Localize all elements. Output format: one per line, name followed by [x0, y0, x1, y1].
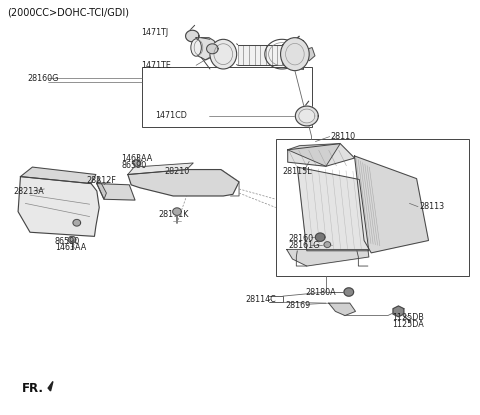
Polygon shape: [297, 167, 369, 251]
Text: FR.: FR.: [22, 381, 43, 395]
Polygon shape: [206, 44, 218, 54]
Text: 28161G: 28161G: [288, 241, 320, 250]
Text: 1463AA: 1463AA: [121, 154, 153, 164]
Text: 28114C: 28114C: [246, 295, 276, 303]
Polygon shape: [73, 220, 81, 226]
Text: 28210: 28210: [165, 167, 190, 176]
Text: 1125DA: 1125DA: [392, 320, 423, 330]
Polygon shape: [128, 170, 239, 196]
Ellipse shape: [191, 39, 201, 56]
Polygon shape: [97, 183, 135, 200]
Polygon shape: [97, 177, 107, 199]
Ellipse shape: [281, 38, 309, 71]
Ellipse shape: [210, 39, 237, 69]
Text: 28212F: 28212F: [86, 176, 116, 185]
Polygon shape: [287, 249, 369, 266]
Bar: [142, 67, 312, 127]
Text: 1471CD: 1471CD: [156, 112, 188, 120]
Polygon shape: [288, 144, 355, 166]
Text: (2000CC>DOHC-TCI/GDI): (2000CC>DOHC-TCI/GDI): [7, 7, 129, 17]
Text: 28213A: 28213A: [13, 187, 44, 196]
Text: 28113: 28113: [419, 202, 444, 211]
Polygon shape: [196, 38, 217, 60]
Text: 28160: 28160: [288, 234, 314, 243]
Polygon shape: [68, 237, 76, 243]
Text: 1463AA: 1463AA: [55, 244, 86, 252]
Text: 28160G: 28160G: [28, 74, 59, 83]
Text: 86590: 86590: [121, 161, 147, 170]
Polygon shape: [128, 163, 193, 175]
Polygon shape: [344, 288, 354, 296]
Text: 1471TJ: 1471TJ: [141, 28, 168, 37]
Text: 28115L: 28115L: [282, 167, 312, 176]
Polygon shape: [295, 106, 318, 126]
Polygon shape: [288, 144, 340, 166]
Polygon shape: [393, 306, 404, 317]
Polygon shape: [21, 167, 96, 183]
Bar: [276, 139, 469, 276]
Polygon shape: [299, 109, 315, 123]
Text: 1471TE: 1471TE: [141, 61, 171, 70]
Text: 28171K: 28171K: [158, 210, 188, 220]
Polygon shape: [329, 303, 356, 315]
Polygon shape: [302, 48, 315, 61]
Text: 86590: 86590: [55, 237, 80, 246]
Polygon shape: [355, 156, 429, 253]
Polygon shape: [315, 233, 325, 241]
Polygon shape: [324, 242, 331, 247]
Polygon shape: [133, 160, 141, 166]
Polygon shape: [18, 177, 99, 237]
Polygon shape: [186, 30, 199, 42]
Text: 1125DB: 1125DB: [392, 313, 424, 322]
Polygon shape: [48, 381, 53, 391]
Text: 28180A: 28180A: [306, 288, 336, 296]
Text: 28110: 28110: [331, 132, 356, 141]
Polygon shape: [283, 41, 303, 69]
Text: 28169: 28169: [285, 301, 311, 310]
Polygon shape: [173, 208, 181, 215]
